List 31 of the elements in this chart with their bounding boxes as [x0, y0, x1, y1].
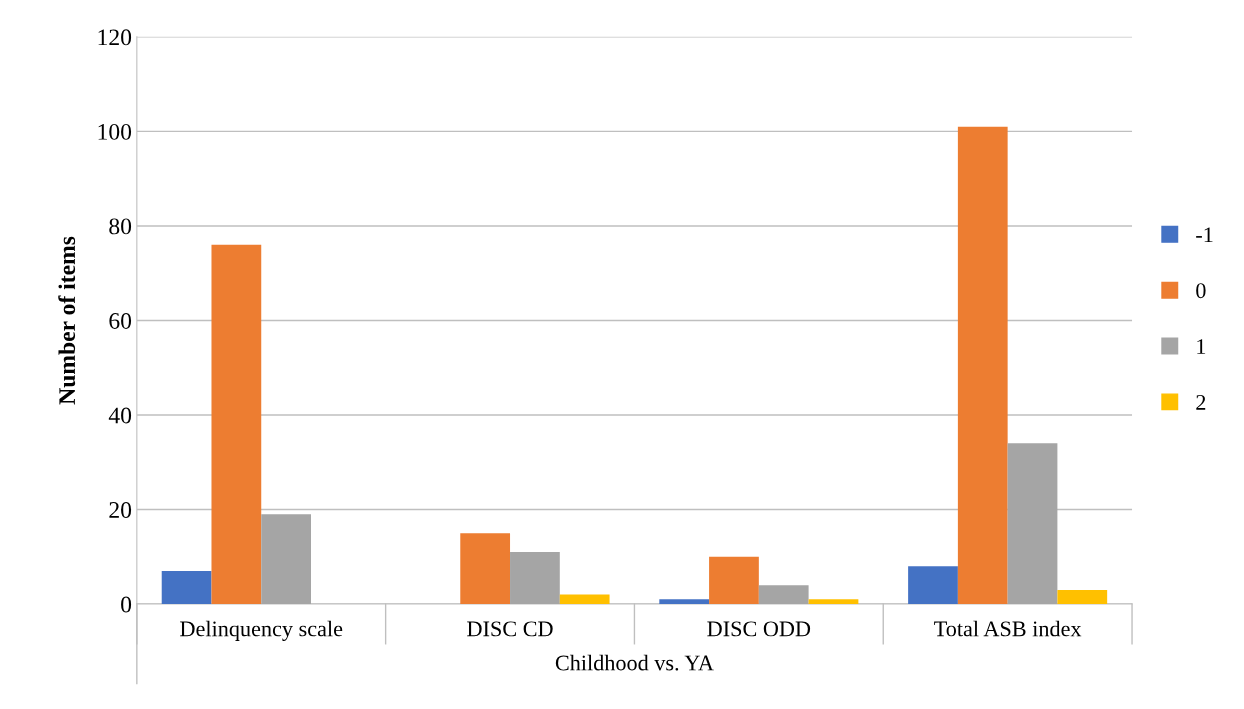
x-tick-label: Total ASB index — [934, 620, 1082, 637]
legend-label: 1 — [1197, 339, 1206, 354]
bar — [510, 552, 560, 605]
bar — [758, 585, 809, 605]
bar — [659, 599, 710, 605]
y-tick-label: 60 — [109, 312, 132, 329]
y-tick-label: 120 — [98, 29, 132, 46]
bar — [709, 556, 759, 605]
bar — [957, 126, 1008, 605]
bar — [1007, 443, 1058, 605]
bar — [559, 594, 610, 605]
x-axis-title: Childhood vs. YA — [555, 654, 714, 671]
y-tick-label: 20 — [109, 502, 132, 518]
legend-label: 0 — [1196, 283, 1206, 299]
y-tick-label: 100 — [98, 123, 132, 140]
legend-label: -1 — [1196, 227, 1213, 243]
bar — [808, 599, 859, 605]
y-tick-label: 80 — [109, 218, 132, 235]
bar — [460, 533, 511, 605]
x-tick-label: Delinquency scale — [180, 620, 343, 641]
y-tick-label: 40 — [108, 407, 132, 424]
x-tick-label: DISC ODD — [707, 621, 811, 637]
bar — [211, 244, 262, 605]
x-tick-label: DISC CD — [467, 621, 553, 637]
y-axis-title: Number of items — [58, 236, 76, 405]
bar — [161, 570, 212, 605]
legend-label: 2 — [1196, 394, 1206, 410]
y-tick-label: 0 — [121, 596, 132, 613]
bar — [908, 566, 958, 605]
bar — [1057, 589, 1108, 605]
bar — [261, 514, 311, 605]
